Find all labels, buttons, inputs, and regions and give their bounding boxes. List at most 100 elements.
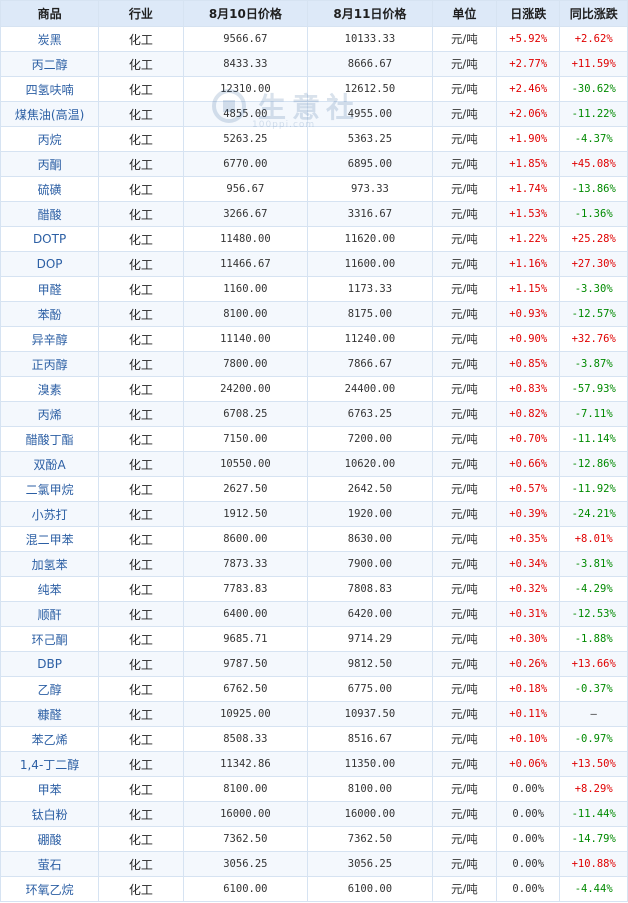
- yoy-change: -7.11%: [559, 401, 628, 427]
- commodity-name[interactable]: 炭黑: [0, 26, 100, 52]
- daily-change: +0.82%: [496, 401, 561, 427]
- price-aug10: 10550.00: [182, 451, 309, 477]
- industry-cell: 化工: [98, 326, 184, 352]
- commodity-name[interactable]: 醋酸丁酯: [0, 426, 100, 452]
- commodity-name[interactable]: DBP: [0, 651, 100, 677]
- daily-change: 0.00%: [496, 826, 561, 852]
- commodity-name[interactable]: 甲苯: [0, 776, 100, 802]
- price-aug11: 1920.00: [307, 501, 433, 527]
- commodity-name[interactable]: 煤焦油(高温): [0, 101, 100, 127]
- commodity-name[interactable]: 萤石: [0, 851, 100, 877]
- commodity-name[interactable]: 溴素: [0, 376, 100, 402]
- commodity-name[interactable]: DOP: [0, 251, 100, 277]
- commodity-name[interactable]: 加氢苯: [0, 551, 100, 577]
- yoy-change: -4.44%: [559, 876, 628, 902]
- unit-cell: 元/吨: [431, 826, 498, 852]
- commodity-name[interactable]: 乙醇: [0, 676, 100, 702]
- yoy-change: -3.81%: [559, 551, 628, 577]
- price-aug11: 7362.50: [307, 826, 433, 852]
- price-aug10: 9787.50: [182, 651, 309, 677]
- commodity-name[interactable]: 双酚A: [0, 451, 100, 477]
- yoy-change: -4.29%: [559, 576, 628, 602]
- industry-cell: 化工: [98, 651, 184, 677]
- table-row: DBP 化工 9787.50 9812.50 元/吨 +0.26% +13.66%: [0, 651, 628, 677]
- table-row: 煤焦油(高温) 化工 4855.00 4955.00 元/吨 +2.06% -11.22%: [0, 101, 628, 127]
- unit-cell: 元/吨: [431, 551, 498, 577]
- table-row: 异辛醇 化工 11140.00 11240.00 元/吨 +0.90% +32.76%: [0, 326, 628, 352]
- yoy-change: +8.29%: [559, 776, 628, 802]
- price-aug10: 1912.50: [182, 501, 309, 527]
- yoy-change: +8.01%: [559, 526, 628, 552]
- daily-change: +0.57%: [496, 476, 561, 502]
- table-row: 溴素 化工 24200.00 24400.00 元/吨 +0.83% -57.93%: [0, 376, 628, 402]
- commodity-name[interactable]: 钛白粉: [0, 801, 100, 827]
- price-aug10: 7783.83: [182, 576, 309, 602]
- table-row: 苯酚 化工 8100.00 8175.00 元/吨 +0.93% -12.57%: [0, 301, 628, 327]
- industry-cell: 化工: [98, 726, 184, 752]
- commodity-name[interactable]: 正丙醇: [0, 351, 100, 377]
- unit-cell: 元/吨: [431, 876, 498, 902]
- commodity-name[interactable]: 硼酸: [0, 826, 100, 852]
- commodity-name[interactable]: 小苏打: [0, 501, 100, 527]
- commodity-name[interactable]: 环己酮: [0, 626, 100, 652]
- price-aug10: 8600.00: [182, 526, 309, 552]
- commodity-name[interactable]: 糠醛: [0, 701, 100, 727]
- daily-change: +0.85%: [496, 351, 561, 377]
- price-aug10: 3056.25: [182, 851, 309, 877]
- unit-cell: 元/吨: [431, 276, 498, 302]
- price-aug10: 5263.25: [182, 126, 309, 152]
- industry-cell: 化工: [98, 301, 184, 327]
- unit-cell: 元/吨: [431, 776, 498, 802]
- yoy-change: -1.36%: [559, 201, 628, 227]
- commodity-name[interactable]: 丙烯: [0, 401, 100, 427]
- commodity-name[interactable]: 丙烷: [0, 126, 100, 152]
- price-aug10: 6762.50: [182, 676, 309, 702]
- commodity-name[interactable]: 混二甲苯: [0, 526, 100, 552]
- price-aug11: 16000.00: [307, 801, 433, 827]
- industry-cell: 化工: [98, 501, 184, 527]
- commodity-name[interactable]: 纯苯: [0, 576, 100, 602]
- daily-change: +0.06%: [496, 751, 561, 777]
- unit-cell: 元/吨: [431, 426, 498, 452]
- price-aug10: 11342.86: [182, 751, 309, 777]
- price-aug11: 973.33: [307, 176, 433, 202]
- commodity-name[interactable]: 硫磺: [0, 176, 100, 202]
- daily-change: 0.00%: [496, 776, 561, 802]
- yoy-change: -30.62%: [559, 76, 628, 102]
- price-aug11: 8516.67: [307, 726, 433, 752]
- industry-cell: 化工: [98, 701, 184, 727]
- industry-cell: 化工: [98, 376, 184, 402]
- commodity-name[interactable]: 顺酐: [0, 601, 100, 627]
- commodity-name[interactable]: 醋酸: [0, 201, 100, 227]
- commodity-name[interactable]: 苯酚: [0, 301, 100, 327]
- price-aug11: 2642.50: [307, 476, 433, 502]
- commodity-name[interactable]: DOTP: [0, 226, 100, 252]
- commodity-name[interactable]: 四氢呋喃: [0, 76, 100, 102]
- col-header-price-aug10: 8月10日价格: [182, 0, 309, 27]
- commodity-name[interactable]: 甲醛: [0, 276, 100, 302]
- industry-cell: 化工: [98, 601, 184, 627]
- commodity-name[interactable]: 苯乙烯: [0, 726, 100, 752]
- price-aug10: 9566.67: [182, 26, 309, 52]
- commodity-name[interactable]: 二氯甲烷: [0, 476, 100, 502]
- table-row: 硼酸 化工 7362.50 7362.50 元/吨 0.00% -14.79%: [0, 826, 628, 852]
- yoy-change: -24.21%: [559, 501, 628, 527]
- commodity-name[interactable]: 1,4-丁二醇: [0, 751, 100, 777]
- commodity-name[interactable]: 丙二醇: [0, 51, 100, 77]
- price-aug11: 12612.50: [307, 76, 433, 102]
- daily-change: +0.11%: [496, 701, 561, 727]
- unit-cell: 元/吨: [431, 301, 498, 327]
- unit-cell: 元/吨: [431, 376, 498, 402]
- commodity-name[interactable]: 异辛醇: [0, 326, 100, 352]
- price-aug10: 10925.00: [182, 701, 309, 727]
- commodity-name[interactable]: 丙酮: [0, 151, 100, 177]
- daily-change: +1.22%: [496, 226, 561, 252]
- unit-cell: 元/吨: [431, 701, 498, 727]
- price-aug10: 7800.00: [182, 351, 309, 377]
- table-row: 正丙醇 化工 7800.00 7866.67 元/吨 +0.85% -3.87%: [0, 351, 628, 377]
- price-aug10: 16000.00: [182, 801, 309, 827]
- industry-cell: 化工: [98, 676, 184, 702]
- daily-change: 0.00%: [496, 876, 561, 902]
- price-aug10: 6770.00: [182, 151, 309, 177]
- commodity-name[interactable]: 环氧乙烷: [0, 876, 100, 902]
